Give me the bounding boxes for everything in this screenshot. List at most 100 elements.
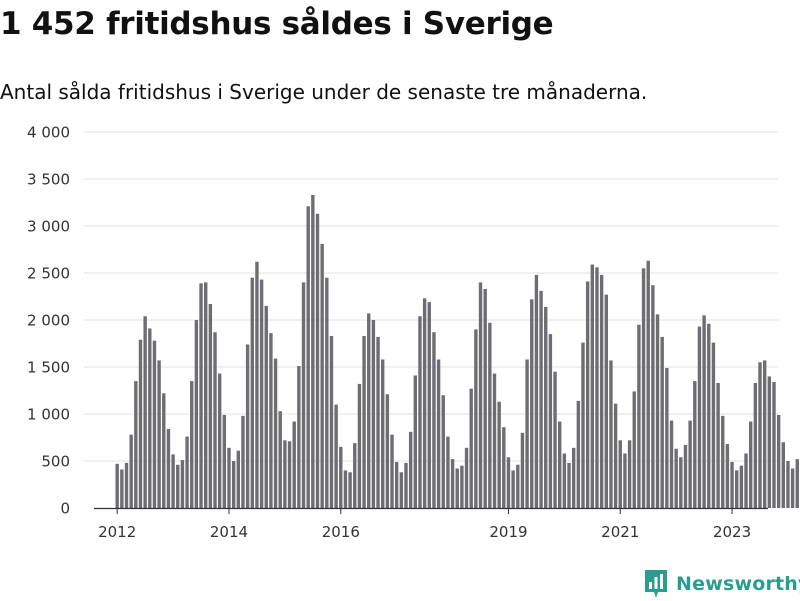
gridlines: [84, 132, 778, 461]
bar: [199, 283, 202, 508]
bar: [609, 360, 612, 508]
bar: [279, 411, 282, 508]
bar: [465, 448, 468, 508]
bar: [572, 448, 575, 508]
bar: [134, 381, 137, 508]
y-tick-label: 3 000: [27, 218, 70, 236]
bar: [511, 470, 514, 508]
bar: [232, 461, 235, 508]
bar: [120, 469, 123, 508]
bar: [446, 437, 449, 508]
bar: [656, 314, 659, 508]
bar: [204, 282, 207, 508]
bar: [390, 435, 393, 508]
bar: [633, 391, 636, 508]
bar: [157, 360, 160, 508]
bar: [642, 268, 645, 508]
bar: [670, 421, 673, 508]
bar: [153, 341, 156, 508]
bar: [507, 457, 510, 508]
bar: [330, 336, 333, 508]
bar: [665, 368, 668, 508]
bar: [376, 337, 379, 508]
bar: [237, 451, 240, 508]
bar: [162, 393, 165, 508]
bar: [339, 447, 342, 508]
bar: [288, 441, 291, 508]
bar: [591, 265, 594, 508]
bar: [190, 381, 193, 508]
y-tick-label: 3 500: [27, 171, 70, 189]
bar: [777, 415, 780, 508]
bar: [283, 440, 286, 508]
x-tick-label: 2014: [210, 523, 248, 541]
bar: [740, 466, 743, 508]
bar: [311, 195, 314, 508]
bar: [129, 435, 132, 508]
bar: [544, 307, 547, 508]
bar: [470, 389, 473, 508]
bar: [185, 437, 188, 508]
y-tick-label: 1 000: [27, 406, 70, 424]
bar: [344, 470, 347, 508]
bar: [195, 320, 198, 508]
bar: [479, 282, 482, 508]
bar: [619, 440, 622, 508]
x-tick-label: 2012: [98, 523, 136, 541]
bar: [269, 333, 272, 508]
bar: [116, 464, 119, 508]
bar: [684, 445, 687, 508]
y-tick-label: 2 000: [27, 312, 70, 330]
bar: [786, 461, 789, 508]
bar: [516, 465, 519, 508]
bar: [265, 306, 268, 508]
x-tick-label: 2019: [489, 523, 527, 541]
bar: [595, 267, 598, 508]
bar: [437, 359, 440, 508]
bar: [791, 469, 794, 508]
bar: [125, 463, 128, 508]
bar: [674, 449, 677, 508]
bar: [227, 448, 230, 508]
bar: [320, 244, 323, 508]
bar: [334, 405, 337, 508]
bar: [577, 401, 580, 508]
bar: [381, 359, 384, 508]
bar: [651, 285, 654, 508]
bar: [372, 320, 375, 508]
x-tick-label: 2023: [713, 523, 751, 541]
bar: [726, 444, 729, 508]
bar: [176, 465, 179, 508]
bar: [246, 344, 249, 508]
bar: [693, 381, 696, 508]
bar: [796, 459, 799, 508]
bar: [698, 327, 701, 508]
bar: [716, 383, 719, 508]
x-tick-label: 2021: [601, 523, 639, 541]
bar: [395, 462, 398, 508]
bar: [768, 376, 771, 508]
bar: [605, 295, 608, 508]
bar: [493, 374, 496, 508]
y-tick-label: 0: [60, 500, 70, 518]
bar: [637, 325, 640, 508]
bar: [428, 302, 431, 508]
bar: [460, 466, 463, 508]
bar: [297, 366, 300, 508]
bar: [483, 289, 486, 508]
bar: [302, 282, 305, 508]
bar: [623, 453, 626, 508]
bar: [167, 429, 170, 508]
x-axis-labels: 2012201420162019202120232025: [98, 508, 800, 541]
bar: [702, 315, 705, 508]
bar: [423, 298, 426, 508]
bar: [521, 433, 524, 508]
bar: [260, 280, 263, 508]
bar: [404, 463, 407, 508]
bar: [274, 359, 277, 508]
bar: [660, 337, 663, 508]
bar: [782, 442, 785, 508]
bar: [325, 278, 328, 508]
bar: [712, 343, 715, 508]
